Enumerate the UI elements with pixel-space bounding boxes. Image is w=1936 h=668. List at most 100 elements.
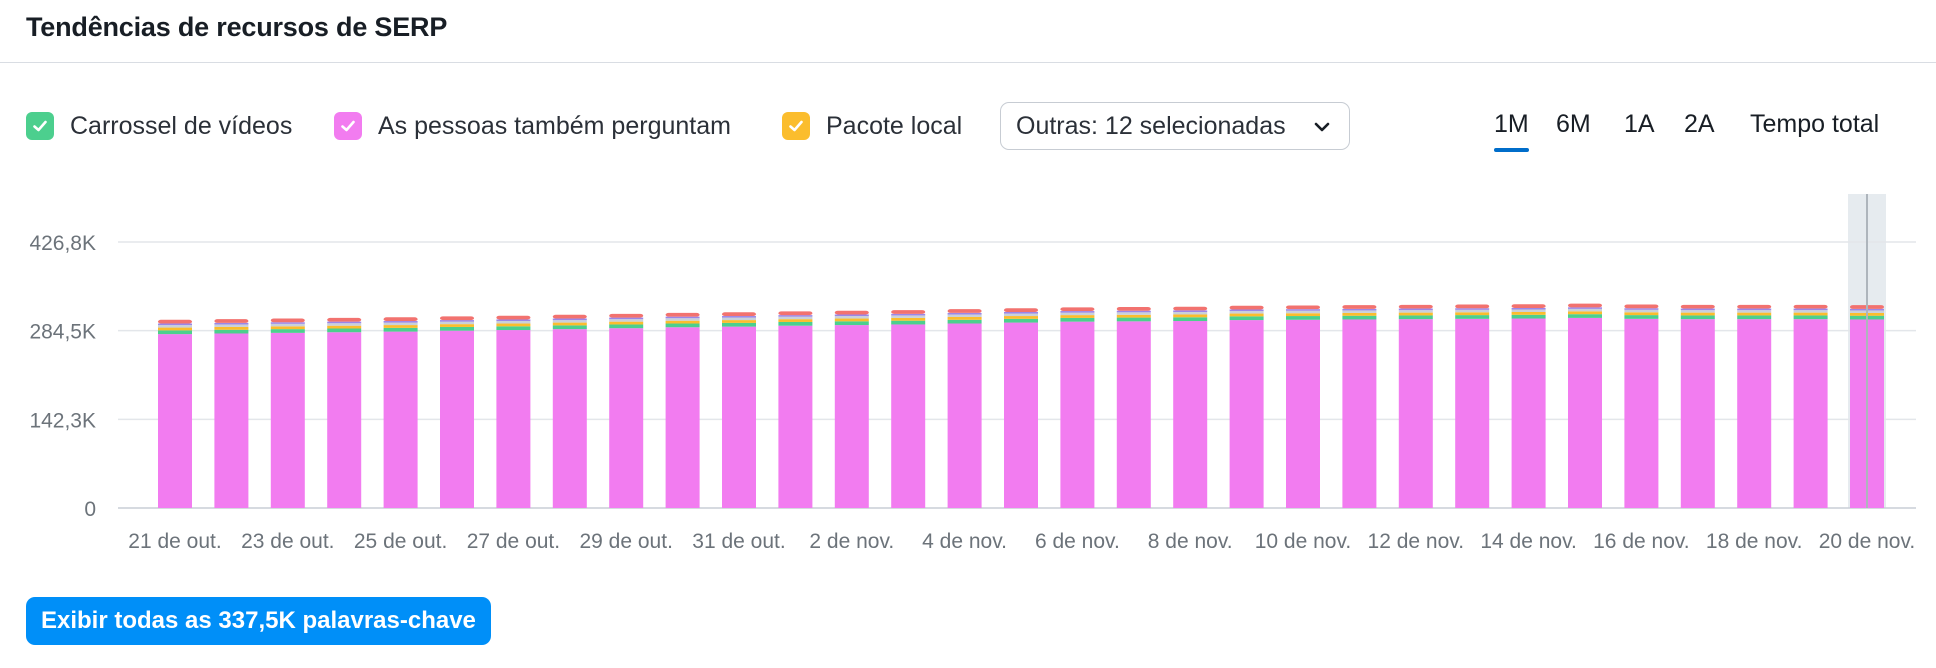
tab-1m[interactable]: 1M	[1494, 110, 1529, 152]
bar-segment	[1229, 311, 1264, 314]
bar-segment	[552, 325, 587, 330]
bar-segment	[552, 329, 587, 508]
bar-segment	[1286, 316, 1320, 320]
y-tick-label: 426,8K	[29, 232, 96, 255]
bar-segment	[1116, 307, 1151, 311]
tab-all-time[interactable]: Tempo total	[1750, 110, 1880, 138]
bar-segment	[1568, 311, 1602, 315]
bar-segment	[1004, 322, 1038, 508]
bar-segment	[1793, 312, 1828, 316]
bar-segment	[1680, 310, 1715, 313]
bar-segment	[1173, 317, 1208, 322]
legend-label: Pacote local	[826, 111, 963, 140]
checkbox-checked-icon[interactable]	[334, 112, 362, 140]
bar-segment	[1229, 320, 1264, 508]
bar-segment	[1568, 308, 1602, 312]
tab-6m[interactable]: 6M	[1556, 110, 1591, 138]
x-tick-label: 27 de out.	[467, 530, 560, 553]
bar-segment	[1737, 312, 1772, 316]
bar-segment	[1342, 315, 1377, 320]
bar-segment	[327, 325, 362, 329]
bar-segment	[1793, 308, 1828, 311]
bar-segment	[1568, 307, 1602, 309]
bar-segment	[1116, 310, 1151, 313]
bar-segment	[1229, 305, 1264, 310]
bar-segment	[1511, 307, 1546, 310]
bar-segment	[1004, 308, 1038, 312]
bar-segment	[834, 314, 869, 317]
bar-segment	[1060, 311, 1095, 313]
bar-segment	[722, 326, 756, 508]
x-tick-label: 21 de out.	[128, 530, 221, 553]
bar-segment	[1398, 310, 1433, 313]
bar-segment	[1568, 314, 1602, 318]
bar-segment	[1286, 313, 1320, 317]
bar-segment	[1793, 315, 1828, 320]
bar-segment	[1060, 307, 1095, 312]
tab-2a[interactable]: 2A	[1684, 110, 1715, 138]
bar-segment	[1004, 318, 1038, 323]
other-features-dropdown[interactable]: Outras: 12 selecionadas	[1000, 102, 1350, 150]
bar-segment	[1060, 317, 1095, 322]
bar-segment	[1624, 309, 1659, 313]
bar-segment	[1173, 310, 1208, 312]
bar-segment	[1568, 317, 1602, 508]
serp-features-chart: 0 142,3K 284,5K 426,8K 21 de out. 23 de out. 2…	[29, 194, 1916, 553]
bar-segment	[1680, 315, 1715, 320]
bar-segment	[1624, 315, 1659, 319]
bar-segment	[1680, 312, 1715, 316]
bar-segment	[552, 314, 587, 319]
bar-segment	[1737, 319, 1772, 508]
bar-segment	[496, 319, 531, 322]
legend-item-local-pack[interactable]: Pacote local	[782, 110, 962, 142]
bar-segment	[834, 321, 869, 326]
tab-1a[interactable]: 1A	[1624, 110, 1655, 138]
bar-segment	[383, 327, 418, 332]
bar-segment	[1511, 318, 1546, 508]
bar-segment	[1737, 310, 1772, 313]
bar-segment	[1793, 310, 1828, 313]
x-tick-label: 14 de nov.	[1480, 530, 1577, 553]
bar-segment	[1116, 321, 1151, 508]
legend-item-people-also-ask[interactable]: As pessoas também perguntam	[334, 110, 731, 142]
bar-segment	[665, 318, 700, 321]
bar-segment	[383, 317, 418, 322]
bar-segment	[947, 314, 982, 317]
bar-segment	[158, 323, 192, 326]
bar-segment	[1173, 314, 1208, 318]
bar-segment	[496, 323, 531, 327]
bar-segment	[270, 318, 305, 323]
bar-segment	[496, 321, 531, 324]
bar-segment	[214, 322, 249, 325]
x-tick-label: 6 de nov.	[1035, 530, 1120, 553]
checkbox-checked-icon[interactable]	[26, 112, 54, 140]
bar-segment	[1286, 319, 1320, 508]
bar-segment	[327, 332, 362, 508]
x-tick-label: 2 de nov.	[809, 530, 894, 553]
checkbox-checked-icon[interactable]	[782, 112, 810, 140]
bar-segment	[665, 323, 700, 328]
legend-item-video-carousel[interactable]: Carrossel de vídeos	[26, 110, 292, 142]
bar-segment	[440, 324, 474, 327]
bar-segment	[158, 330, 192, 335]
bar-segment	[1511, 314, 1546, 319]
bar-segment	[158, 334, 192, 508]
bar-segment	[1624, 312, 1659, 316]
bar-segment	[947, 323, 982, 508]
y-tick-label: 284,5K	[29, 321, 96, 344]
bar-segment	[778, 321, 813, 326]
view-all-keywords-button[interactable]: Exibir todas as 337,5K palavras-chave	[26, 597, 491, 645]
bar-segment	[722, 312, 756, 317]
bar-segment	[1455, 312, 1490, 316]
bar-segment	[722, 316, 756, 318]
legend-label: Carrossel de vídeos	[70, 111, 293, 140]
bar-segment	[214, 333, 249, 508]
bar-segment	[609, 328, 644, 508]
bar-segment	[609, 321, 644, 325]
bar-segment	[891, 310, 926, 314]
bar-segment	[383, 331, 418, 508]
dropdown-label: Outras: 12 selecionadas	[1016, 111, 1286, 140]
chevron-down-icon	[1314, 122, 1330, 132]
bar-segment	[778, 325, 813, 508]
bar-segment	[496, 330, 531, 508]
